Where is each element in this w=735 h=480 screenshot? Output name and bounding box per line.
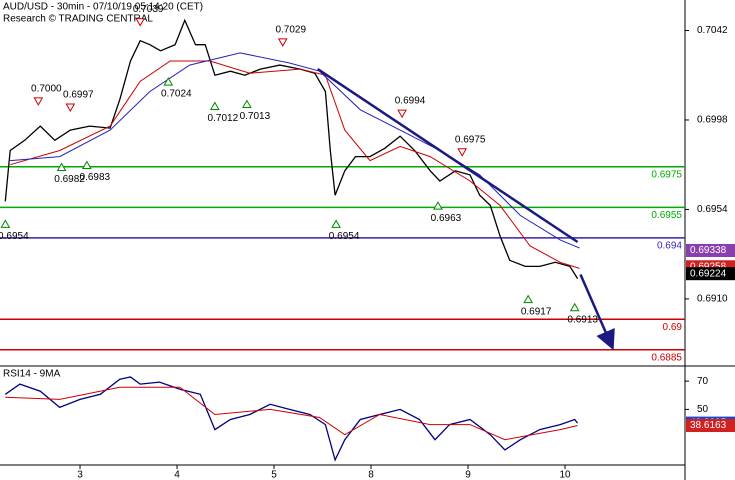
- price-box-label: 38.6163: [690, 420, 727, 431]
- price-box-label: 0.69258: [690, 261, 727, 272]
- high-marker: [397, 109, 407, 119]
- x-tick-label: 5: [271, 470, 277, 480]
- low-label: 0.7024: [161, 89, 192, 100]
- level-label: 0.6975: [651, 169, 682, 180]
- level-label: 0.69: [663, 322, 683, 333]
- series-line: [10, 60, 580, 269]
- x-tick-label: 10: [559, 470, 571, 480]
- level-label: 0.6955: [651, 210, 682, 221]
- low-label: 0.6954: [329, 231, 360, 242]
- low-marker: [81, 160, 92, 169]
- low-marker: [331, 219, 341, 228]
- price-box: [686, 419, 735, 433]
- high-label: 0.7039: [133, 4, 164, 15]
- low-label: 0.6917: [521, 306, 552, 317]
- level-label: 0.6885: [651, 352, 682, 363]
- y-tick-label: 0.6998: [697, 115, 728, 126]
- level-label: 0.694: [657, 241, 682, 252]
- chart-title: AUD/USD - 30min - 07/10/19 05:14:20 (CET…: [3, 2, 203, 13]
- low-marker: [523, 294, 534, 304]
- x-tick-label: 4: [174, 470, 180, 480]
- x-tick-label: 9: [465, 470, 471, 480]
- low-label: 0.7012: [208, 113, 239, 124]
- y-tick-label: 50: [697, 404, 709, 415]
- low-label: 0.6982: [54, 174, 85, 185]
- series-line: [5, 386, 578, 441]
- chart-subtitle: Research © TRADING CENTRAL: [3, 14, 153, 25]
- y-tick-label: 70: [697, 376, 709, 387]
- low-marker: [433, 201, 443, 210]
- price-box: [686, 267, 735, 281]
- y-tick-label: 0.7042: [697, 25, 728, 36]
- high-label: 0.6975: [455, 134, 486, 145]
- low-marker: [241, 99, 252, 108]
- trendline: [317, 68, 579, 244]
- high-label: 0.7029: [275, 25, 306, 36]
- high-marker: [457, 148, 468, 157]
- low-label: 0.6913: [567, 314, 598, 325]
- series-line: [4, 376, 579, 462]
- low-marker: [209, 101, 220, 110]
- high-label: 0.6997: [63, 90, 94, 101]
- indicator-title: RSI14 - 9MA: [3, 369, 61, 380]
- price-box: [686, 244, 735, 258]
- high-label: 0.6994: [395, 96, 426, 107]
- low-label: 0.6983: [80, 172, 111, 183]
- low-marker: [56, 162, 67, 171]
- low-marker: [163, 77, 174, 86]
- price-box-label: 0.69338: [690, 245, 727, 256]
- high-marker: [135, 18, 146, 27]
- low-marker: [569, 302, 580, 312]
- low-label: 0.6954: [0, 231, 29, 242]
- x-tick-label: 3: [77, 470, 83, 480]
- low-label: 0.7013: [240, 111, 271, 122]
- y-tick-label: 0.6954: [697, 204, 728, 215]
- y-tick-label: 0.6910: [697, 294, 728, 305]
- low-label: 0.6963: [431, 213, 462, 224]
- price-box-label: 0.69224: [690, 268, 727, 279]
- forecast-arrow: [579, 273, 615, 351]
- high-marker: [65, 103, 76, 113]
- high-marker: [33, 97, 44, 106]
- high-marker: [277, 38, 288, 47]
- x-tick-label: 8: [368, 470, 374, 480]
- high-label: 0.7000: [31, 84, 62, 95]
- low-marker: [0, 219, 11, 228]
